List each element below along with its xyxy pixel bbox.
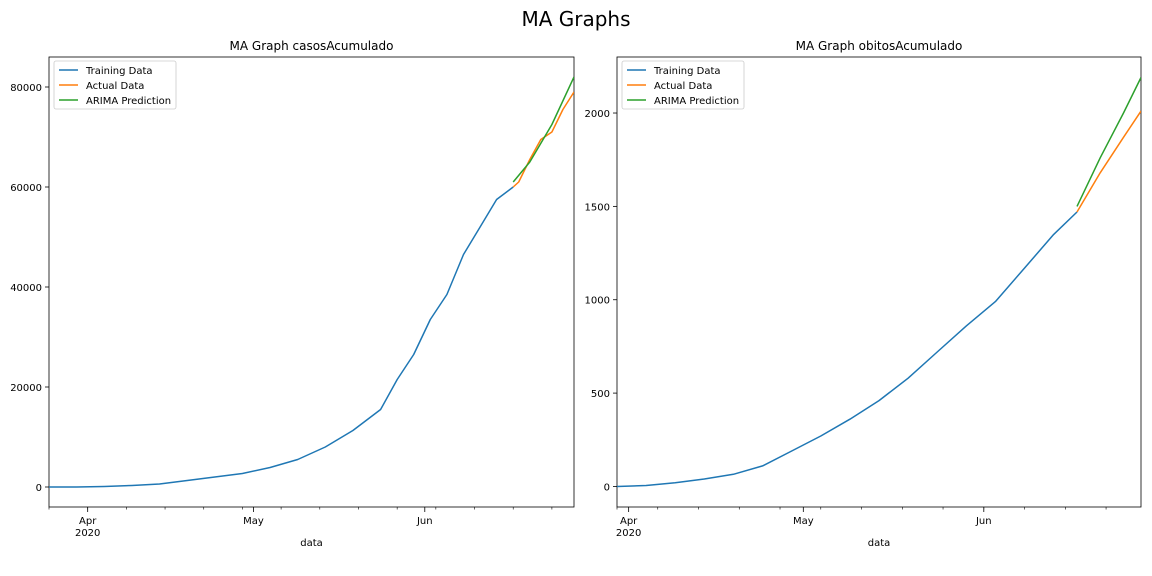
x-tick-sublabel: 2020 — [75, 528, 100, 539]
x-axis-label: data — [868, 538, 891, 549]
series-line-actual-data — [1076, 110, 1141, 213]
series-group — [49, 76, 574, 488]
y-tick-label: 80000 — [10, 83, 42, 94]
series-line-arima-prediction — [1076, 77, 1141, 207]
x-tick-label: May — [243, 516, 264, 527]
figure-title: MA Graphs — [521, 7, 631, 31]
x-tick-label: Apr — [620, 516, 638, 527]
legend-label: ARIMA Prediction — [86, 96, 171, 107]
legend: Training Data Actual Data ARIMA Prediction — [621, 60, 745, 110]
legend-box — [53, 60, 177, 110]
series-line-actual-data — [512, 91, 574, 188]
plot-frame — [48, 56, 575, 508]
legend-label: Actual Data — [654, 81, 712, 92]
x-tick-label: Apr — [79, 516, 97, 527]
legend: Training Data Actual Data ARIMA Prediction — [53, 60, 177, 110]
x-tick-sublabel: 2020 — [616, 528, 641, 539]
y-tick-label: 60000 — [10, 183, 42, 194]
legend-label: Training Data — [85, 66, 153, 77]
y-tick-label: 1000 — [585, 296, 610, 307]
subplot-title: MA Graph casosAcumulado — [230, 39, 394, 53]
y-tick-label: 0 — [604, 482, 610, 493]
deaths-chart: MA Graph obitosAcumulado 0 500 1000 1500 2000… — [585, 39, 1142, 549]
legend-label: ARIMA Prediction — [654, 96, 739, 107]
y-tick-label: 20000 — [10, 383, 42, 394]
y-tick-label: 500 — [591, 389, 610, 400]
legend-label: Actual Data — [86, 81, 144, 92]
series-line-arima-prediction — [512, 76, 574, 183]
series-line-training-data — [617, 211, 1078, 488]
legend-label: Training Data — [653, 66, 721, 77]
y-tick-label: 40000 — [10, 283, 42, 294]
plot-frame — [616, 56, 1142, 508]
legend-box — [621, 60, 745, 110]
y-tick-label: 2000 — [585, 109, 610, 120]
x-tick-label: Jun — [975, 516, 992, 527]
cases-chart: MA Graph casosAcumulado 0 20000 40000 60000 8… — [10, 39, 575, 549]
x-tick-label: Jun — [416, 516, 433, 527]
x-axis-label: data — [300, 538, 323, 549]
y-tick-label: 0 — [36, 483, 42, 494]
series-group — [617, 77, 1141, 488]
y-tick-label: 1500 — [585, 202, 610, 213]
subplot-title: MA Graph obitosAcumulado — [796, 39, 963, 53]
x-tick-label: May — [793, 516, 814, 527]
series-line-training-data — [49, 186, 514, 488]
